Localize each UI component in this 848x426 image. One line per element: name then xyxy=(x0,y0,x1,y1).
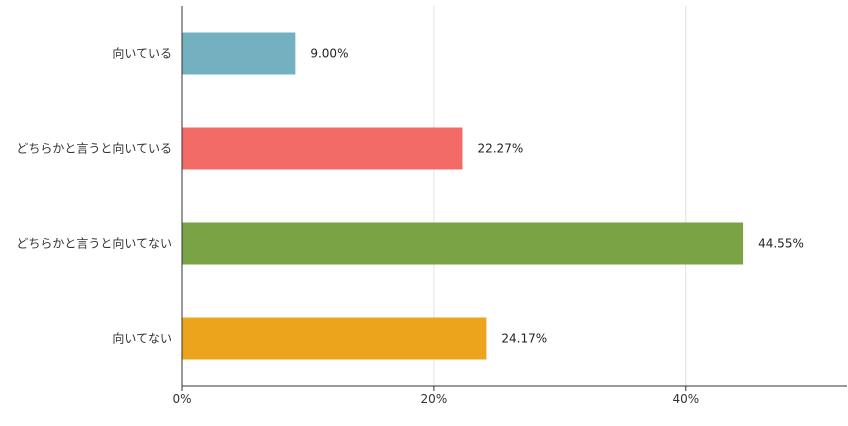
bars xyxy=(182,32,744,360)
value-label-0: 9.00% xyxy=(310,47,348,61)
x-tick-label-0: 0% xyxy=(172,392,191,406)
category-label-2: どちらかと言うと向いてない xyxy=(16,236,172,251)
axes xyxy=(181,6,847,391)
bar-3 xyxy=(182,317,487,360)
labels: 0% 20% 40% 向いている 9.00% どちらかと言うと向いている 22.27% どちら… xyxy=(16,46,804,407)
category-label-3: 向いてない xyxy=(112,331,172,346)
bar-0 xyxy=(182,32,296,75)
value-label-2: 44.55% xyxy=(758,237,804,251)
x-tick-label-2: 40% xyxy=(672,392,699,406)
value-label-1: 22.27% xyxy=(477,142,523,156)
bar-1 xyxy=(182,127,463,170)
category-label-1: どちらかと言うと向いている xyxy=(16,141,172,156)
category-label-0: 向いている xyxy=(112,46,172,61)
value-label-3: 24.17% xyxy=(501,332,547,346)
x-tick-label-1: 20% xyxy=(421,392,448,406)
bar-2 xyxy=(182,222,744,265)
